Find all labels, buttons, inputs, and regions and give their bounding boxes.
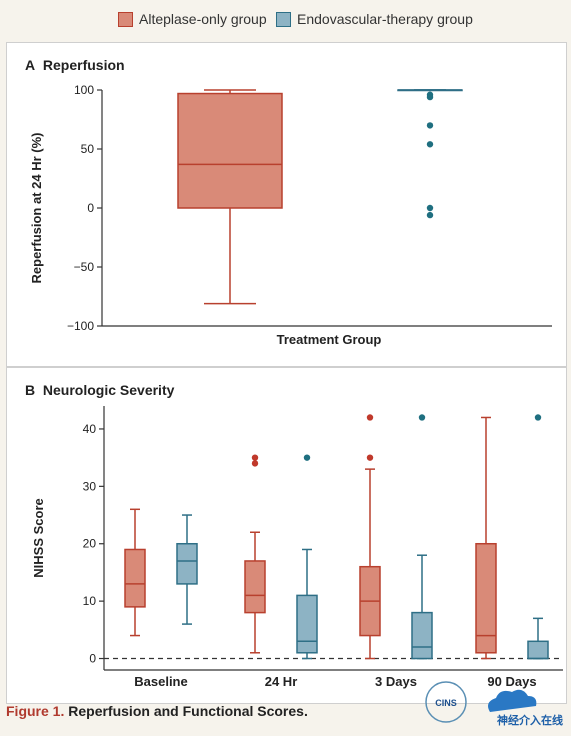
watermark-cloud-icon xyxy=(488,689,537,712)
a-endovascular-outlier-4 xyxy=(426,204,434,212)
legend: Alteplase-only group Endovascular-therap… xyxy=(0,0,571,40)
reperfusion-chart: 100 50 0 −50 −100 Reperfusion at 24 Hr (%) Tre… xyxy=(29,83,552,347)
a-endovascular-outlier-3 xyxy=(426,141,434,148)
panel-a-title-text: Reperfusion xyxy=(42,57,125,73)
a-y-tick-label-1: 50 xyxy=(81,142,95,156)
a-y-tick-label-2: 0 xyxy=(87,201,94,215)
a-y-tick-label-4: −100 xyxy=(67,319,94,333)
b-x-tick-label-2: 3 Days xyxy=(375,674,417,689)
panel-b-title: B Neurologic Severity xyxy=(25,382,174,398)
a-x-axis-label: Treatment Group xyxy=(277,332,382,347)
b-alteplase-1-box xyxy=(244,560,266,614)
watermark-logo: CINS 神经介入在线 xyxy=(425,681,563,727)
b-y-tick-label-2: 20 xyxy=(83,537,97,551)
b-x-tick-label-3: 90 Days xyxy=(487,674,536,689)
b-x-tick-label-1: 24 Hr xyxy=(265,674,298,689)
b-endovascular-1-box xyxy=(296,594,318,654)
b-y-tick-label-1: 10 xyxy=(83,594,97,608)
legend-item-alteplase: Alteplase-only group xyxy=(118,11,267,27)
b-alteplase-1-outlier-1 xyxy=(251,460,259,467)
panel-b-neurologic-severity: B Neurologic Severity 0 10 20 30 40 NIHSS Sco… xyxy=(6,367,567,704)
b-y-tick-label-0: 0 xyxy=(89,652,96,666)
b-endovascular-2-outlier-0 xyxy=(418,414,426,421)
watermark-badge-text: CINS xyxy=(435,698,457,708)
b-y-axis-label: NIHSS Score xyxy=(31,498,46,577)
b-endovascular-2-box xyxy=(411,611,433,660)
b-alteplase-0-box xyxy=(124,548,146,608)
legend-swatch-endovascular xyxy=(276,11,291,27)
nihss-chart: 0 10 20 30 40 NIHSS Score Baseline 24 Hr 3 Days 9… xyxy=(31,406,563,689)
a-endovascular-outlier-5 xyxy=(426,211,434,219)
b-endovascular-3-outlier-0 xyxy=(534,414,542,421)
legend-label-endovascular: Endovascular-therapy group xyxy=(297,11,473,27)
panel-a-letter: A xyxy=(25,57,36,73)
watermark-text: 神经介入在线 xyxy=(497,713,563,727)
panel-a-title: A Reperfusion xyxy=(25,57,125,73)
b-alteplase-2-outlier-0 xyxy=(366,414,374,421)
b-y-tick-label-4: 40 xyxy=(83,422,97,436)
watermark-badge-ring xyxy=(425,681,467,723)
a-alteplase-box xyxy=(177,92,283,209)
a-y-tick-label-0: 100 xyxy=(74,83,94,97)
legend-swatch-alteplase xyxy=(118,11,133,27)
panel-b-letter: B xyxy=(25,382,36,398)
caption-label: Figure 1. xyxy=(6,703,65,719)
figure-caption: Figure 1. Reperfusion and Functional Sco… xyxy=(6,703,565,733)
legend-item-endovascular: Endovascular-therapy group xyxy=(276,11,473,27)
b-alteplase-3-box xyxy=(475,542,497,654)
b-endovascular-1-outlier-0 xyxy=(303,454,311,461)
b-endovascular-3-box xyxy=(527,640,549,660)
a-y-tick-label-3: −50 xyxy=(74,260,95,274)
b-endovascular-0-box xyxy=(176,542,198,585)
caption-text: Reperfusion and Functional Scores. xyxy=(68,703,308,719)
a-endovascular-outlier-1 xyxy=(426,93,434,101)
b-x-tick-label-0: Baseline xyxy=(134,674,187,689)
panel-b-title-text: Neurologic Severity xyxy=(42,382,175,398)
legend-label-alteplase: Alteplase-only group xyxy=(139,11,267,27)
a-endovascular-outlier-2 xyxy=(426,122,434,129)
a-y-axis-label: Reperfusion at 24 Hr (%) xyxy=(29,133,44,284)
panel-a-reperfusion: A Reperfusion 100 50 0 −50 −100 Reperfusion a… xyxy=(6,42,567,367)
b-alteplase-2-outlier-1 xyxy=(366,454,374,461)
b-alteplase-1-outlier-0 xyxy=(251,454,259,461)
b-y-tick-label-3: 30 xyxy=(83,479,97,493)
